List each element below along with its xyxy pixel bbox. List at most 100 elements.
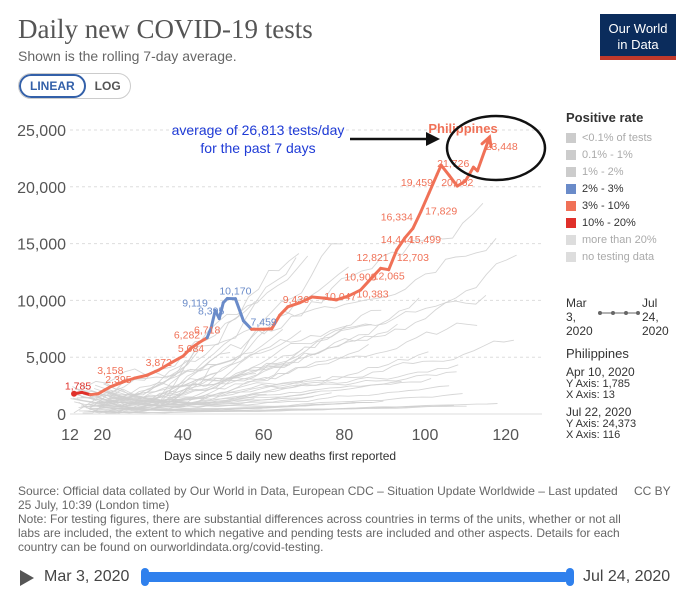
background-country-lines: [70, 202, 517, 414]
background-country-line: [100, 339, 514, 405]
legend-label: 3% - 10%: [582, 199, 630, 212]
data-label: 6,718: [194, 325, 220, 337]
x-tick-label: 40: [174, 427, 192, 444]
series-segment: [334, 294, 350, 302]
note-text: Note: For testing figures, there are sub…: [18, 512, 621, 554]
timeline-end-handle[interactable]: [566, 568, 574, 586]
legend-swatch: [566, 166, 576, 177]
series-segment: [157, 361, 173, 372]
series-segment: [270, 313, 282, 331]
legend-item[interactable]: 10% - 20%: [566, 216, 690, 229]
footer-notes: Source: Official data collated by Our Wo…: [18, 484, 623, 554]
x-tick-label: 12: [61, 427, 79, 444]
legend-swatch: [566, 132, 576, 143]
entity-first-date: Apr 10, 2020: [566, 365, 635, 379]
series-segment: [278, 305, 290, 317]
x-tick-label: 80: [335, 427, 353, 444]
license-link[interactable]: CC BY: [634, 484, 671, 498]
owid-logo[interactable]: Our World in Data: [600, 14, 676, 60]
legend-swatch: [566, 183, 576, 194]
legend-swatch: [566, 200, 576, 211]
series-segment: [189, 341, 201, 350]
logo-line2: in Data: [617, 37, 659, 52]
timeline-end-label: Jul 24, 2020: [583, 568, 671, 585]
series-segment: [346, 288, 362, 298]
entity-first-y: Y Axis: 1,785: [566, 378, 631, 390]
entity-last-date: Jul 22, 2020: [566, 405, 632, 419]
series-segment: [120, 376, 137, 384]
series-segment: [475, 135, 492, 173]
data-label: 10,908: [344, 271, 376, 283]
x-tick-label: 120: [492, 427, 519, 444]
background-country-line: [74, 391, 317, 409]
background-country-line: [109, 243, 342, 400]
series-segment: [197, 336, 209, 345]
series-segment: [181, 346, 193, 358]
range-start-month: Mar: [566, 296, 587, 310]
background-country-line: [107, 350, 199, 402]
legend-swatch: [566, 217, 576, 228]
series-segment: [96, 385, 112, 396]
range-start-day: 3,: [566, 310, 577, 324]
date-range-indicator: Mar 3, 2020 Jul 24, 2020: [566, 296, 690, 340]
scale-toggle: LINEAR LOG: [18, 73, 131, 99]
legend-title: Positive rate: [566, 110, 644, 125]
data-label: 15,499: [409, 234, 441, 246]
range-end: Jul 24, 2020: [642, 296, 690, 338]
series-segment: [439, 163, 451, 177]
legend: Positive rate <0.1% of tests 0.1% - 1% 1% …: [566, 110, 690, 267]
callout-line2: for the past 7 days: [200, 140, 315, 156]
background-country-line: [83, 403, 498, 414]
x-tick-label: 100: [412, 427, 439, 444]
series-segment: [145, 368, 161, 377]
data-label: 10,047: [324, 291, 356, 303]
data-label: 7,459: [251, 316, 277, 328]
data-label: 20,062: [441, 177, 473, 189]
timeline-slider: Mar 3, 2020 Jul 24, 2020: [18, 566, 678, 590]
legend-item[interactable]: more than 20%: [566, 233, 690, 246]
series-segment: [169, 354, 185, 365]
series-segment: [447, 173, 459, 188]
series-segment: [205, 326, 213, 340]
data-label: 8,395: [198, 306, 224, 318]
timeline-track[interactable]: [144, 572, 570, 582]
annotations: average of 26,813 tests/day for the past…: [172, 114, 547, 182]
y-tick-label: 0: [57, 407, 66, 424]
legend-item[interactable]: 0.1% - 1%: [566, 148, 690, 161]
series-start-point: [71, 390, 78, 397]
log-scale-button[interactable]: LOG: [94, 79, 121, 93]
entity-last-x: X Axis: 116: [566, 429, 621, 441]
data-label: 12,703: [397, 252, 429, 264]
series-segment: [387, 248, 399, 272]
legend-item[interactable]: 1% - 2%: [566, 165, 690, 178]
y-tick-label: 5,000: [26, 350, 66, 367]
data-label: 1,785: [65, 381, 91, 393]
background-country-line: [81, 348, 304, 405]
country-label: Philippines: [428, 121, 497, 136]
data-label: 2,395: [105, 374, 131, 386]
timeline-start-handle[interactable]: [141, 568, 149, 586]
series-segment: [322, 296, 338, 302]
legend-item[interactable]: 2% - 3%: [566, 182, 690, 195]
play-icon[interactable]: [20, 570, 34, 586]
source-text: Source: Official data collated by Our Wo…: [18, 484, 618, 512]
line-chart: 0 5,000 10,000 15,000 20,000 25,000 12 20 40 60 8…: [17, 114, 547, 444]
linear-scale-button[interactable]: LINEAR: [19, 74, 86, 98]
legend-item[interactable]: no testing data: [566, 250, 690, 263]
timeline-start-label: Mar 3, 2020: [44, 568, 130, 585]
legend-item[interactable]: 3% - 10%: [566, 199, 690, 212]
legend-item[interactable]: <0.1% of tests: [566, 131, 690, 144]
series-segment: [108, 380, 124, 389]
background-country-line: [76, 356, 239, 399]
legend-swatch: [566, 251, 576, 262]
data-label: 3,158: [97, 365, 123, 377]
series-segment: [403, 226, 415, 240]
series-segment: [298, 295, 314, 305]
series-segment: [419, 191, 431, 213]
series-segment: [133, 373, 149, 380]
background-country-line: [99, 376, 321, 407]
range-end-day: 24,: [642, 310, 659, 324]
background-country-line: [73, 300, 256, 414]
series-segment: [310, 295, 326, 300]
